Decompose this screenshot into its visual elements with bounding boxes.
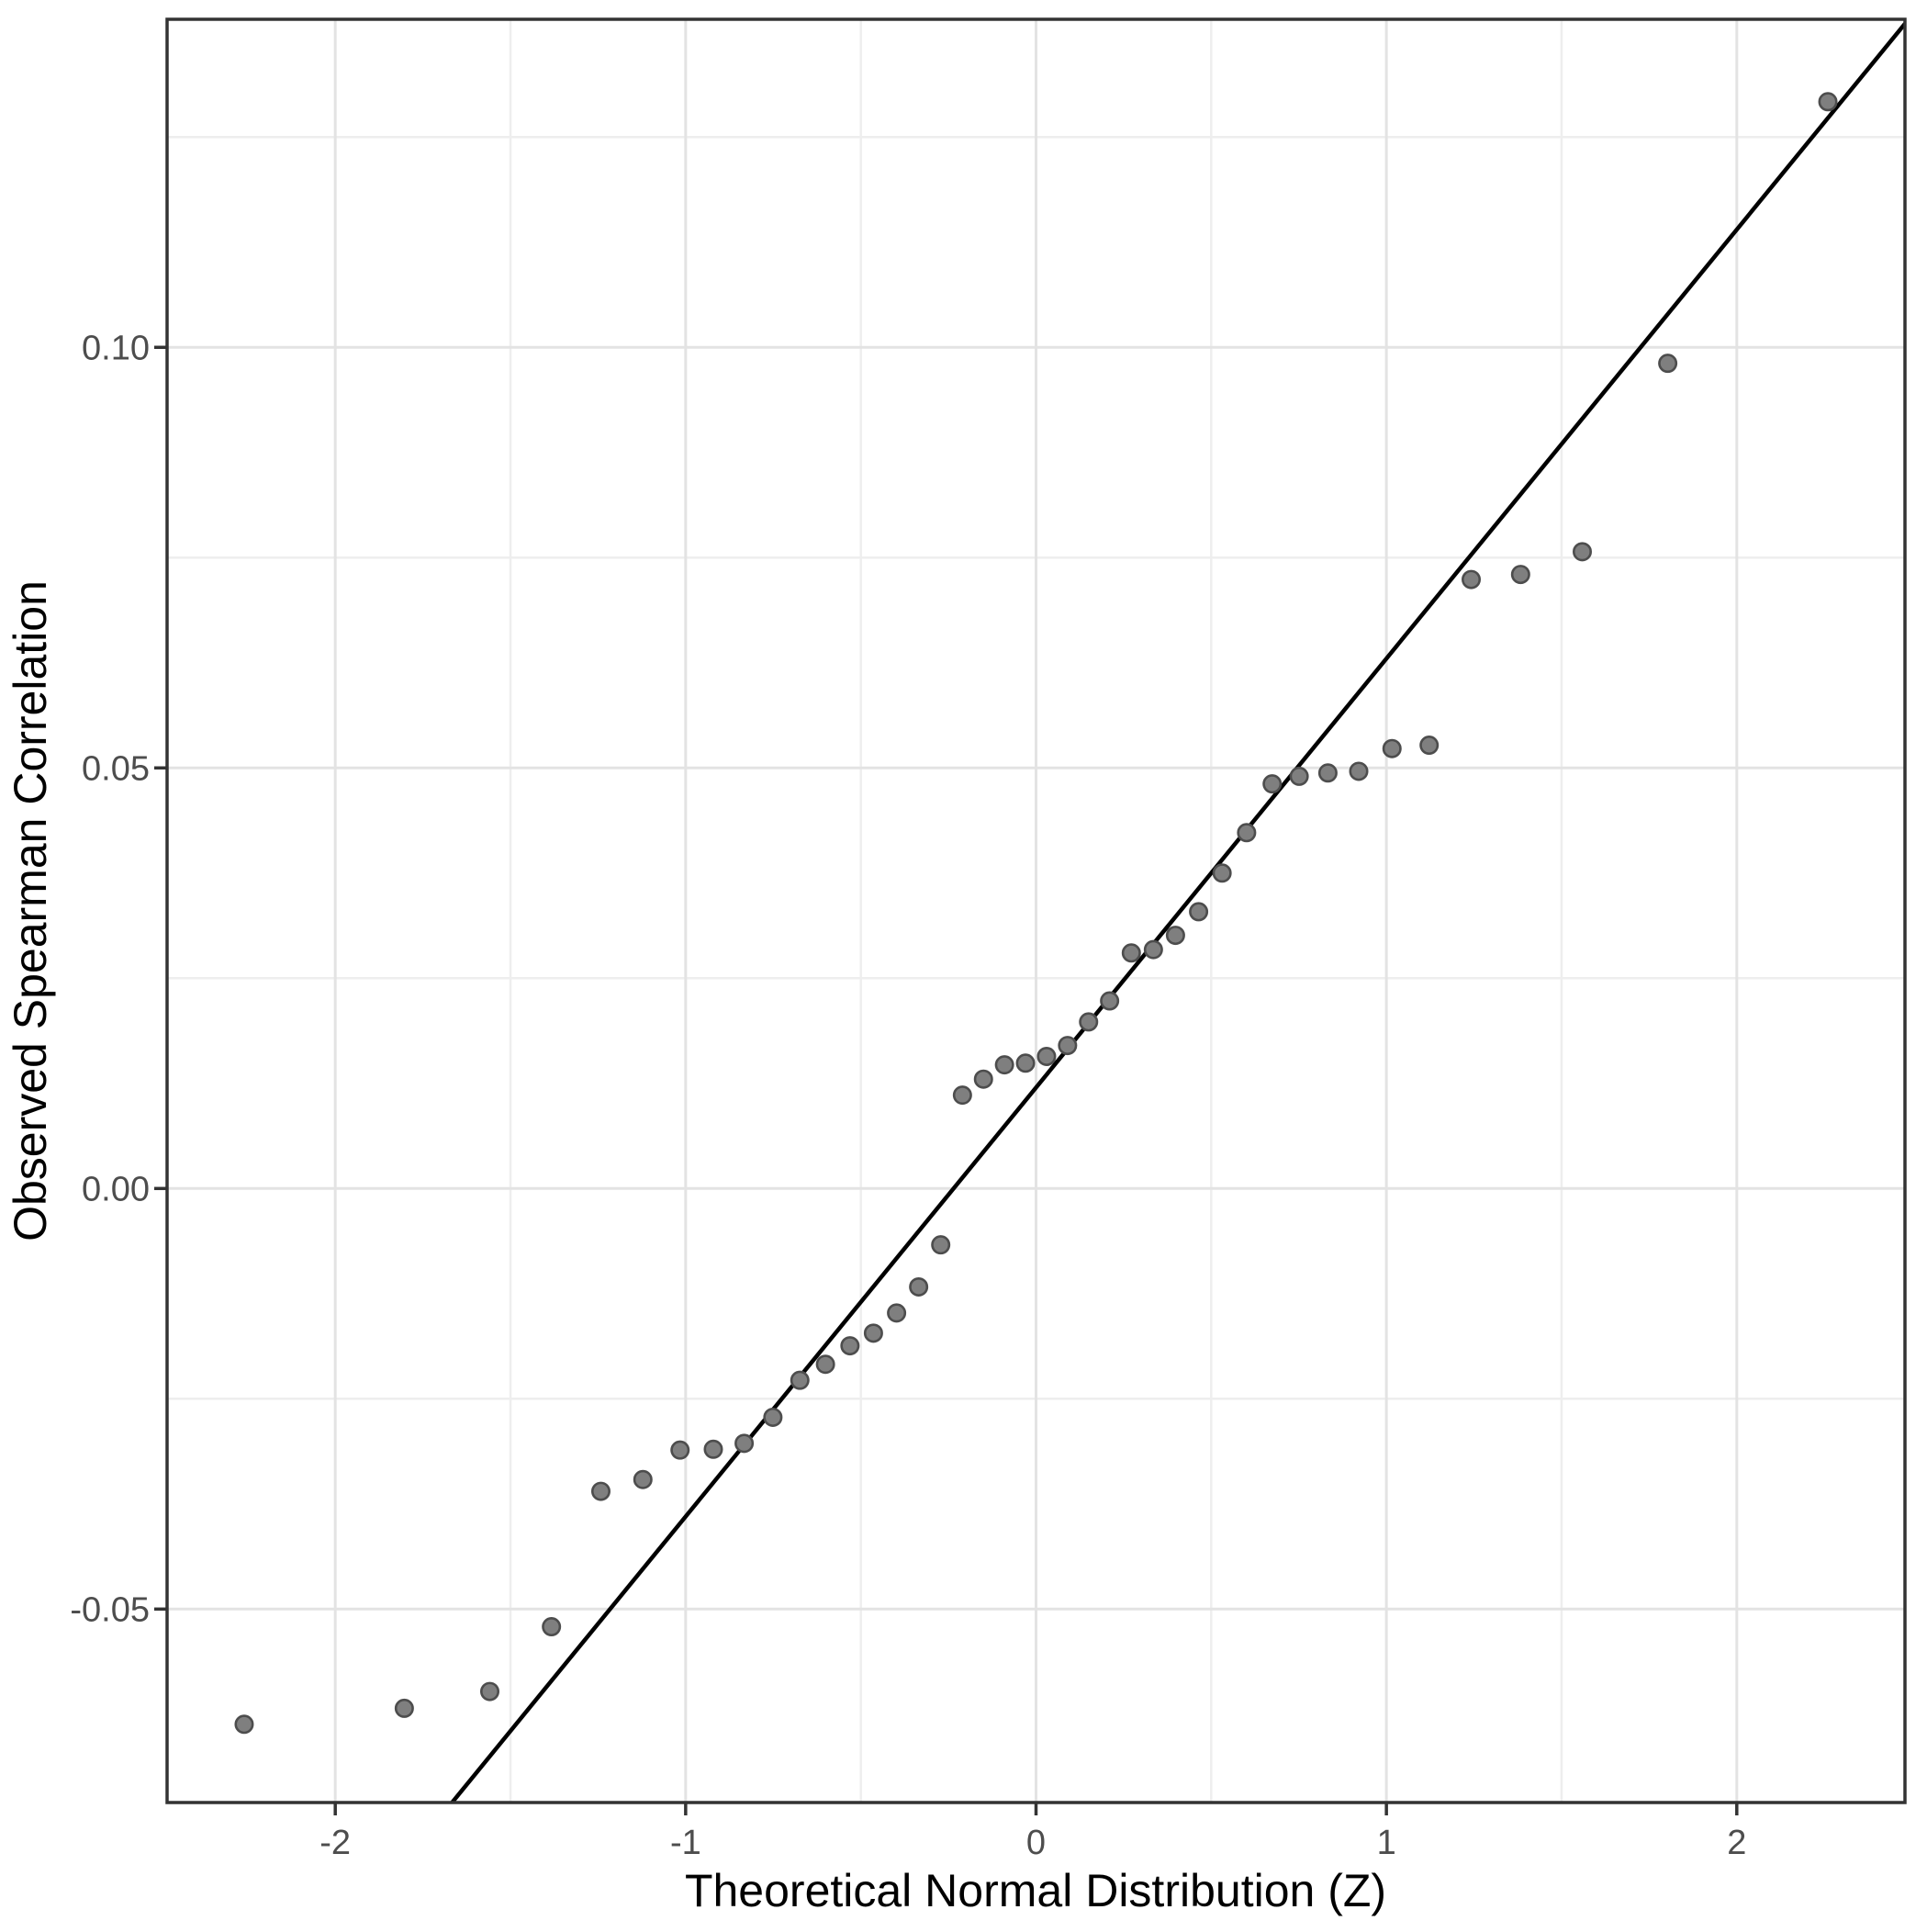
data-point: [840, 1336, 860, 1356]
y-axis-title: Observed Spearman Correlation: [5, 580, 56, 1241]
data-point: [1818, 92, 1838, 112]
data-point: [670, 1440, 690, 1460]
data-point: [1289, 766, 1309, 786]
data-point: [1658, 354, 1678, 374]
x-axis-title: Theoretical Normal Distribution (Z): [685, 1865, 1386, 1916]
data-point: [1382, 738, 1402, 758]
qq-line: [449, 22, 1905, 1803]
data-point: [909, 1276, 929, 1297]
data-point: [1100, 991, 1120, 1011]
data-point: [952, 1085, 972, 1106]
data-point: [1015, 1053, 1036, 1073]
y-tick-label: -0.05: [70, 1590, 150, 1629]
y-tick-label: 0.10: [82, 329, 150, 367]
axis-tick-labels: -2 -1 0 1 2 -0.05 0.00 0.05 0.10: [70, 329, 1746, 1862]
data-point: [1212, 863, 1232, 883]
data-point: [1036, 1046, 1057, 1066]
data-point: [1510, 565, 1530, 585]
data-point: [1143, 939, 1163, 960]
data-point: [887, 1303, 907, 1323]
data-point: [633, 1469, 653, 1489]
data-point: [703, 1439, 723, 1459]
data-point: [734, 1433, 755, 1454]
x-tick-label: -1: [670, 1824, 701, 1862]
data-point: [1189, 902, 1209, 922]
data-point: [1572, 542, 1592, 562]
data-point: [1058, 1036, 1078, 1056]
data-point: [1079, 1012, 1099, 1032]
data-point: [480, 1681, 500, 1702]
data-point: [790, 1370, 810, 1390]
qq-reference-line-group: [449, 22, 1905, 1803]
data-point: [234, 1714, 254, 1735]
y-tick-label: 0.05: [82, 749, 150, 788]
x-tick-label: 1: [1377, 1824, 1396, 1862]
data-point: [931, 1235, 951, 1255]
data-point: [1165, 926, 1185, 946]
data-point: [973, 1069, 993, 1089]
data-point: [1317, 763, 1338, 783]
data-point: [1237, 823, 1257, 843]
data-point: [763, 1407, 783, 1427]
major-gridlines: [167, 19, 1905, 1803]
x-tick-label: -2: [319, 1824, 351, 1862]
data-point: [1262, 774, 1283, 794]
x-tick-label: 2: [1727, 1824, 1746, 1862]
data-point: [994, 1055, 1014, 1075]
data-point: [1121, 943, 1141, 963]
y-tick-label: 0.00: [82, 1170, 150, 1208]
axis-ticks: [154, 345, 1739, 1815]
data-point: [1349, 761, 1369, 781]
data-point: [1462, 569, 1482, 590]
data-point: [863, 1323, 883, 1343]
data-point: [590, 1481, 611, 1501]
x-tick-label: 0: [1026, 1824, 1046, 1862]
data-point: [394, 1698, 414, 1718]
scatter-points: [234, 92, 1838, 1735]
data-point: [1419, 736, 1440, 756]
data-point: [542, 1617, 562, 1637]
data-point: [815, 1354, 835, 1375]
